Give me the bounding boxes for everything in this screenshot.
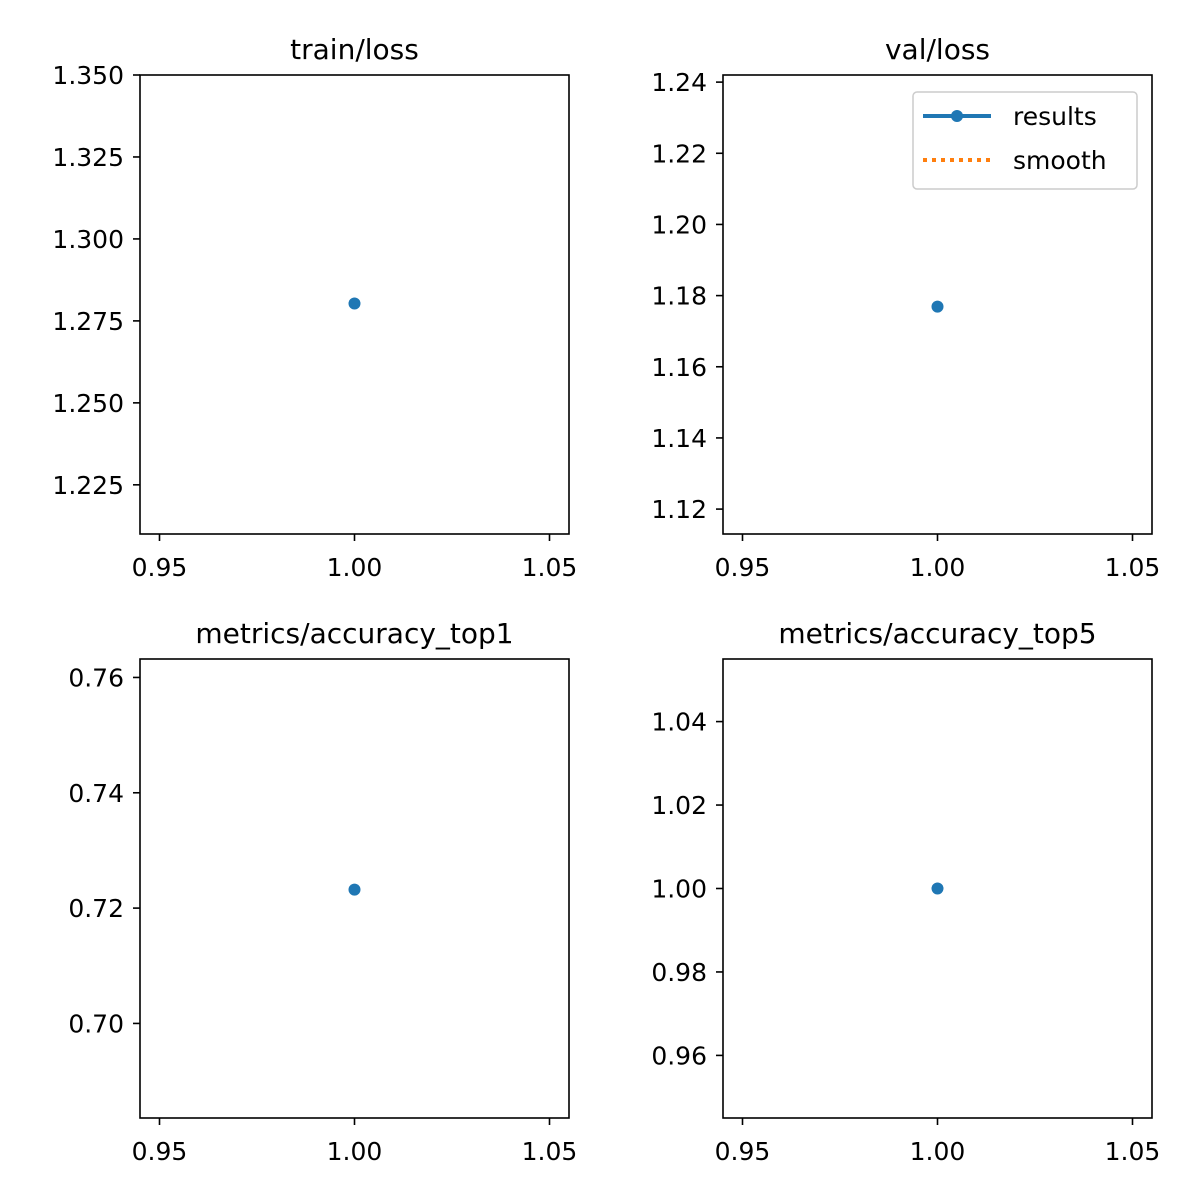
- y-tick-label: 1.225: [52, 471, 124, 500]
- subplot-title: metrics/accuracy_top5: [778, 617, 1096, 650]
- y-tick-label: 1.18: [651, 282, 707, 311]
- x-tick-label: 1.05: [522, 1137, 578, 1166]
- y-tick-label: 1.350: [52, 61, 124, 90]
- legend-marker-swatch: [951, 110, 963, 122]
- y-tick-label: 1.24: [651, 68, 707, 97]
- y-tick-label: 0.72: [68, 894, 124, 923]
- data-point: [931, 882, 944, 895]
- x-tick-label: 0.95: [715, 553, 771, 582]
- x-tick-label: 1.00: [327, 1137, 383, 1166]
- y-tick-label: 1.275: [52, 307, 124, 336]
- y-tick-label: 1.20: [651, 210, 707, 239]
- y-tick-label: 1.16: [651, 353, 707, 382]
- subplot-1: train/loss 0.95 1.00 1.05 1.225 1.250 1.275 1.3…: [52, 33, 577, 582]
- y-tick-label: 1.300: [52, 225, 124, 254]
- data-point: [348, 883, 361, 896]
- subplot-title: train/loss: [290, 33, 419, 66]
- y-tick-label: 1.02: [651, 791, 707, 820]
- x-tick-label: 1.05: [1105, 553, 1161, 582]
- subplot-title: val/loss: [885, 33, 990, 66]
- y-tick-label: 1.12: [651, 495, 707, 524]
- x-tick-label: 0.95: [132, 1137, 188, 1166]
- x-tick-label: 1.00: [327, 553, 383, 582]
- y-tick-label: 0.98: [651, 958, 707, 987]
- x-tick-label: 0.95: [132, 553, 188, 582]
- x-tick-label: 0.95: [715, 1137, 771, 1166]
- subplot-4: metrics/accuracy_top5 0.95 1.00 1.05 0.96 0.9…: [651, 617, 1160, 1166]
- y-tick-label: 0.76: [68, 663, 124, 692]
- y-tick-label: 1.22: [651, 139, 707, 168]
- axes-frame: [139, 658, 570, 1119]
- subplot-title: metrics/accuracy_top1: [195, 617, 513, 650]
- legend-label: results: [1013, 102, 1097, 131]
- y-tick-label: 0.70: [68, 1009, 124, 1038]
- y-tick-label: 1.04: [651, 708, 707, 737]
- y-tick-label: 0.96: [651, 1041, 707, 1070]
- data-point: [931, 300, 944, 313]
- x-tick-label: 1.05: [1105, 1137, 1161, 1166]
- y-tick-label: 0.74: [68, 779, 124, 808]
- x-tick-label: 1.00: [910, 1137, 966, 1166]
- subplot-2: val/loss 0.95 1.00 1.05 1.12 1.14 1.16 1.18 1.20…: [651, 33, 1160, 582]
- axes-frame: [139, 74, 570, 535]
- legend-label: smooth: [1013, 146, 1107, 175]
- y-tick-label: 1.00: [651, 875, 707, 904]
- y-tick-label: 1.250: [52, 389, 124, 418]
- x-tick-label: 1.05: [522, 553, 578, 582]
- y-tick-label: 1.14: [651, 424, 707, 453]
- legend: results smooth: [912, 91, 1138, 190]
- subplot-3: metrics/accuracy_top1 0.95 1.00 1.05 0.70 0.7…: [68, 617, 577, 1166]
- data-point: [348, 297, 361, 310]
- axes-frame: [722, 74, 1153, 535]
- y-tick-label: 1.325: [52, 143, 124, 172]
- axes-frame: [722, 658, 1153, 1119]
- x-tick-label: 1.00: [910, 553, 966, 582]
